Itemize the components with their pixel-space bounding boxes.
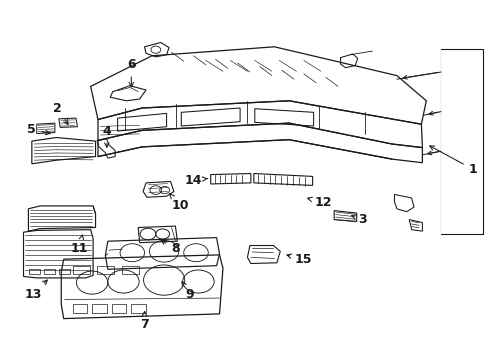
- Text: 15: 15: [287, 253, 313, 266]
- Text: 6: 6: [127, 58, 136, 87]
- Bar: [122, 266, 139, 274]
- Text: 2: 2: [53, 102, 68, 125]
- Bar: [112, 304, 126, 313]
- Text: 7: 7: [140, 311, 149, 331]
- Text: 12: 12: [308, 196, 332, 209]
- Bar: [131, 304, 146, 313]
- Text: 3: 3: [352, 213, 367, 226]
- Text: 1: 1: [430, 146, 477, 176]
- Bar: [92, 304, 107, 313]
- Text: 9: 9: [182, 282, 195, 301]
- Bar: [73, 304, 87, 313]
- Bar: [59, 269, 70, 274]
- Text: 11: 11: [71, 235, 88, 255]
- Text: 14: 14: [185, 174, 208, 186]
- Bar: [97, 266, 114, 274]
- Bar: [29, 269, 40, 274]
- Text: 13: 13: [24, 280, 47, 301]
- Bar: [73, 266, 90, 274]
- Text: 10: 10: [170, 194, 189, 212]
- Bar: [44, 269, 55, 274]
- Text: 5: 5: [27, 123, 50, 136]
- Text: 8: 8: [161, 240, 180, 255]
- Text: 4: 4: [102, 125, 111, 147]
